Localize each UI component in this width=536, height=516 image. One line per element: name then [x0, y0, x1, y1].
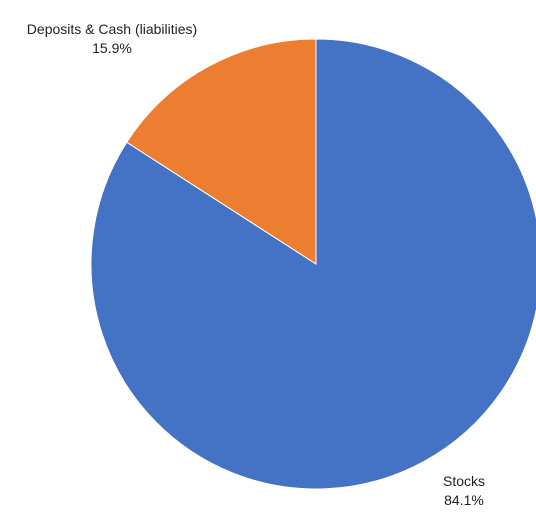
pie-slice-deposits-cash [126, 38, 317, 265]
slice-label-deposits-value: 15.9% [92, 40, 132, 56]
slice-label-deposits-name: Deposits & Cash (liabilities) [27, 21, 197, 37]
slice-label-stocks-value: 84.1% [444, 492, 484, 508]
pie-slice-stocks [90, 38, 536, 490]
slice-label-stocks-name: Stocks [443, 473, 485, 489]
pie-slices [90, 38, 536, 490]
